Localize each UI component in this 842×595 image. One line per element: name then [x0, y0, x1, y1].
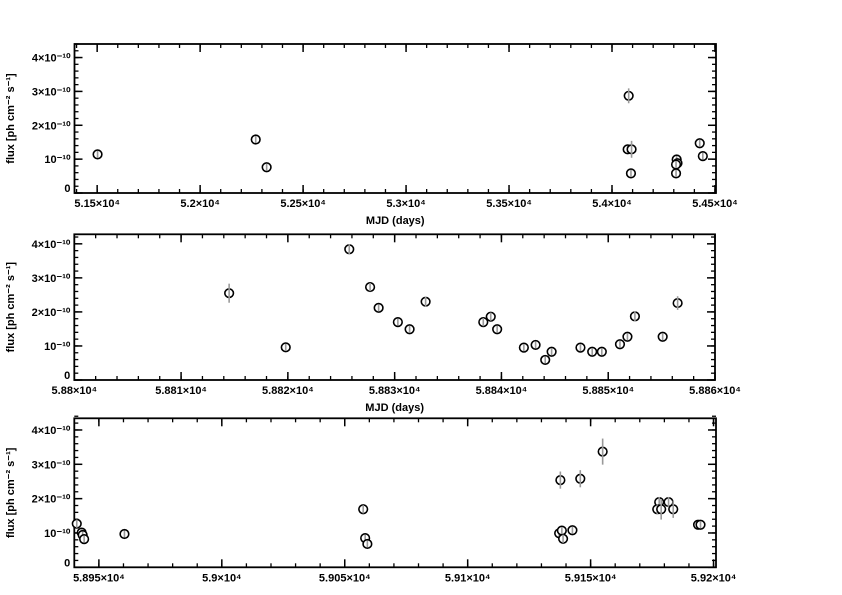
x-tick-label: 5.25×10⁴: [280, 198, 326, 210]
data-point: [670, 168, 682, 179]
y-tick-label: 2×10⁻¹⁰: [32, 120, 71, 132]
x-tick-label: 5.35×10⁴: [486, 198, 532, 210]
x-tick-label: 5.886×10⁴: [689, 385, 741, 397]
data-point: [625, 168, 637, 179]
x-tick-label: 5.884×10⁴: [476, 385, 528, 397]
data-point: [92, 149, 103, 160]
x-axis-title: MJD (days): [366, 215, 425, 227]
data-point: [420, 296, 431, 307]
data-point: [567, 525, 578, 536]
data-point: [518, 342, 529, 353]
y-tick-label: 0: [64, 183, 70, 195]
data-point: [672, 296, 683, 310]
data-point: [71, 518, 82, 529]
data-point: [79, 534, 90, 545]
data-point: [597, 438, 608, 465]
data-point: [557, 533, 569, 544]
data-point: [224, 283, 235, 303]
data-point: [261, 162, 272, 173]
data-point: [540, 354, 551, 366]
data-point: [555, 471, 566, 489]
y-tick-label: 3×10⁻¹⁰: [32, 459, 71, 471]
y-tick-label: 0: [64, 370, 70, 382]
data-point: [697, 150, 708, 162]
plot-frame: [73, 233, 716, 381]
data-point: [587, 346, 598, 357]
data-point: [668, 500, 679, 518]
y-tick-label: 10⁻¹⁰: [44, 341, 71, 353]
y-tick-label: 0: [64, 557, 70, 569]
x-tick-label: 5.91×10⁴: [445, 572, 491, 584]
y-axis-title: flux [ph cm⁻² s⁻¹]: [5, 447, 17, 538]
y-tick-label: 4×10⁻¹⁰: [32, 425, 71, 437]
data-point: [119, 528, 130, 540]
data-point: [575, 470, 586, 488]
data-point: [556, 525, 567, 536]
x-tick-label: 5.92×10⁴: [691, 572, 737, 584]
y-tick-label: 10⁻¹⁰: [44, 528, 71, 540]
data-point: [622, 331, 633, 342]
x-tick-label: 5.883×10⁴: [369, 385, 421, 397]
data-point: [364, 281, 376, 293]
x-axis-title: MJD (days): [365, 402, 424, 414]
data-point: [614, 339, 626, 350]
data-point: [373, 302, 384, 313]
x-tick-label: 5.895×10⁴: [73, 572, 125, 584]
data-point: [596, 346, 607, 357]
data-point: [485, 311, 496, 322]
panel-2: 5.88×10⁴ 5.881×10⁴ 5.882×10⁴ 5.883×10⁴ 5.884…: [5, 233, 741, 414]
x-tick-label: 5.882×10⁴: [262, 385, 314, 397]
y-tick-label: 3×10⁻¹⁰: [32, 273, 71, 285]
data-point: [695, 519, 706, 530]
plot-frame: [73, 417, 717, 569]
data-point: [629, 311, 641, 322]
data-point: [358, 504, 369, 515]
data-point: [404, 324, 415, 335]
x-tick-label: 5.15×10⁴: [74, 198, 120, 210]
x-tick-label: 5.905×10⁴: [319, 572, 371, 584]
y-tick-label: 2×10⁻¹⁰: [32, 494, 71, 506]
x-tick-label: 5.885×10⁴: [582, 385, 634, 397]
data-point: [362, 538, 373, 550]
x-tick-label: 5.915×10⁴: [565, 572, 617, 584]
data-point: [626, 140, 637, 158]
x-tick-label: 5.881×10⁴: [155, 385, 207, 397]
data-point: [478, 317, 489, 328]
data-point: [575, 342, 586, 353]
data-point: [670, 159, 682, 170]
data-point: [656, 498, 667, 520]
y-tick-label: 4×10⁻¹⁰: [32, 53, 71, 65]
x-tick-label: 5.45×10⁴: [692, 198, 738, 210]
y-axis-title: flux [ph cm⁻² s⁻¹]: [5, 73, 17, 164]
panel-1: 5.15×10⁴ 5.2×10⁴ 5.25×10⁴ 5.3×10⁴ 5.35×10⁴ 5.…: [5, 43, 738, 227]
data-point: [344, 244, 355, 255]
x-tick-label: 5.3×10⁴: [386, 198, 425, 210]
x-tick-label: 5.2×10⁴: [180, 198, 219, 210]
panel-3: 5.895×10⁴ 5.9×10⁴ 5.905×10⁴ 5.91×10⁴ 5.915×1…: [5, 415, 737, 584]
y-tick-label: 3×10⁻¹⁰: [32, 86, 71, 98]
x-tick-label: 5.88×10⁴: [52, 385, 98, 397]
data-point: [492, 324, 503, 335]
plot-frame: [73, 43, 717, 194]
y-tick-label: 4×10⁻¹⁰: [32, 239, 71, 251]
data-point: [392, 317, 403, 328]
data-point: [657, 331, 668, 342]
x-tick-label: 5.9×10⁴: [202, 572, 241, 584]
y-tick-label: 10⁻¹⁰: [44, 154, 71, 166]
y-axis-title: flux [ph cm⁻² s⁻¹]: [5, 262, 17, 353]
data-point: [546, 346, 557, 357]
x-tick-label: 5.4×10⁴: [592, 198, 631, 210]
data-point: [250, 134, 261, 145]
data-point: [280, 342, 291, 353]
data-point: [623, 88, 634, 104]
data-point: [530, 339, 541, 351]
data-point: [694, 138, 705, 149]
y-tick-label: 2×10⁻¹⁰: [32, 307, 71, 319]
